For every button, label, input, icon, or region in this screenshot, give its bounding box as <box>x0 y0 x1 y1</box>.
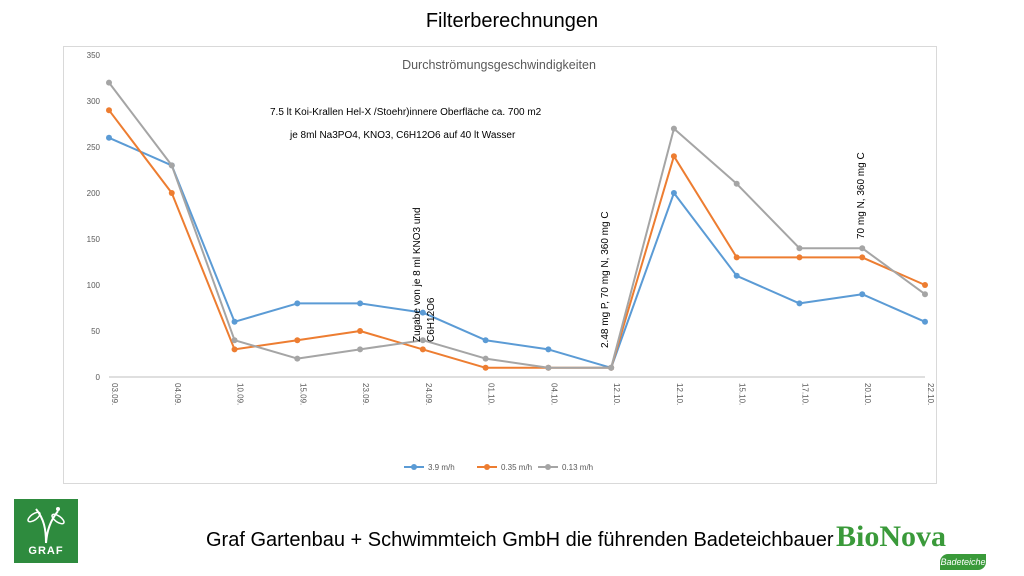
x-tick-label: 17.10. <box>800 383 809 405</box>
annotation-addition-line2: C6H12O6 <box>426 297 437 342</box>
data-point <box>419 346 426 353</box>
data-point <box>922 291 928 298</box>
data-point <box>357 346 364 353</box>
x-tick-label: 24.09. <box>424 383 433 405</box>
data-point <box>859 245 866 252</box>
data-point <box>294 355 301 362</box>
y-tick-label: 250 <box>87 143 101 152</box>
data-point <box>357 328 364 334</box>
data-point <box>482 364 489 371</box>
data-point <box>294 337 301 344</box>
y-tick-label: 150 <box>87 235 101 244</box>
y-tick-label: 200 <box>87 189 101 198</box>
data-point <box>670 125 677 132</box>
data-point <box>168 162 175 169</box>
x-tick-label: 20.10. <box>863 383 872 405</box>
x-tick-label: 22.10. <box>926 383 935 405</box>
legend-label: 3.9 m/h <box>428 463 455 472</box>
data-point <box>796 254 803 261</box>
data-point <box>796 245 803 252</box>
data-point <box>859 254 866 261</box>
y-axis: 0 50 100 150 200 250 300 350 <box>87 51 101 382</box>
data-point <box>231 337 238 344</box>
data-point <box>859 291 866 298</box>
data-point <box>733 272 740 279</box>
x-tick-label: 15.09. <box>298 383 307 405</box>
data-point <box>922 318 928 325</box>
annotation-filter-media: 7.5 lt Koi-Krallen Hel-X /Stoehr)innere … <box>270 107 542 118</box>
data-point <box>733 180 740 187</box>
data-point <box>357 300 364 307</box>
series-lines <box>106 79 928 371</box>
legend-marker <box>545 464 551 470</box>
annotation-dosing: je 8ml Na3PO4, KNO3, C6H12O6 auf 40 lt W… <box>289 130 516 141</box>
data-point <box>106 107 112 114</box>
x-tick-label: 03.09. <box>110 383 119 405</box>
x-tick-label: 12.10. <box>675 383 684 405</box>
data-point <box>922 282 928 288</box>
chart-title: Durchströmungsgeschwindigkeiten <box>402 58 596 72</box>
slide-title: Filterberechnungen <box>425 10 599 32</box>
data-point <box>231 346 238 353</box>
series-line <box>108 81 926 369</box>
data-point <box>670 153 677 160</box>
line-chart: Durchströmungsgeschwindigkeiten 0 50 100 15… <box>87 51 935 472</box>
graf-logo: GRAF <box>14 499 78 563</box>
annotation-12-10: 2.48 mg P, 70 mg N, 360 mg C <box>600 211 611 348</box>
x-axis: 03.09. 04.09. 10.09. 15.09. 23.09. 24.09. 01.1… <box>109 376 935 405</box>
series-line <box>108 136 926 369</box>
data-point <box>231 318 238 325</box>
x-tick-label: 04.09. <box>173 383 182 405</box>
x-tick-label: 15.10. <box>738 383 747 405</box>
data-point <box>545 364 552 371</box>
y-tick-label: 50 <box>91 327 100 336</box>
data-point <box>419 337 426 344</box>
annotation-20-10: 70 mg N, 360 mg C <box>856 152 867 239</box>
data-point <box>106 134 112 141</box>
bionova-logo-text: BioNova <box>836 520 947 553</box>
data-point <box>796 300 803 307</box>
legend: 3.9 m/h 0.35 m/h 0.13 m/h <box>404 463 593 472</box>
y-tick-label: 350 <box>87 51 101 60</box>
data-point <box>419 309 426 316</box>
data-point <box>482 355 489 362</box>
data-point <box>482 337 489 344</box>
x-tick-label: 12.10. <box>612 383 621 405</box>
data-point <box>294 300 301 307</box>
series-line <box>108 109 926 369</box>
bionova-logo: BioNova Badeteiche <box>836 520 986 572</box>
x-tick-label: 10.09. <box>236 383 245 405</box>
data-point <box>168 190 175 196</box>
legend-label: 0.35 m/h <box>501 463 532 472</box>
data-point <box>106 79 112 86</box>
legend-marker <box>484 464 490 470</box>
legend-marker <box>411 464 417 470</box>
y-tick-label: 100 <box>87 281 101 290</box>
data-point <box>733 254 740 261</box>
data-point <box>608 364 615 371</box>
y-tick-label: 0 <box>96 373 101 382</box>
data-point <box>545 346 552 353</box>
annotation-addition-line1: Zugabe von je 8 ml KNO3 und <box>412 207 423 342</box>
y-tick-label: 300 <box>87 97 101 106</box>
graf-logo-text: GRAF <box>28 545 64 557</box>
x-tick-label: 23.09. <box>361 383 370 405</box>
chart-container: Durchströmungsgeschwindigkeiten 0 50 100 15… <box>63 46 937 484</box>
x-tick-label: 04.10. <box>549 383 558 405</box>
footer-company-text: Graf Gartenbau + Schwimmteich GmbH die f… <box>206 529 834 551</box>
annotations: 7.5 lt Koi-Krallen Hel-X /Stoehr)innere … <box>270 107 867 348</box>
legend-label: 0.13 m/h <box>562 463 593 472</box>
data-point <box>670 190 677 196</box>
x-tick-label: 01.10. <box>487 383 496 405</box>
plant-icon <box>27 507 65 544</box>
bionova-logo-subtitle: Badeteiche <box>940 554 986 570</box>
